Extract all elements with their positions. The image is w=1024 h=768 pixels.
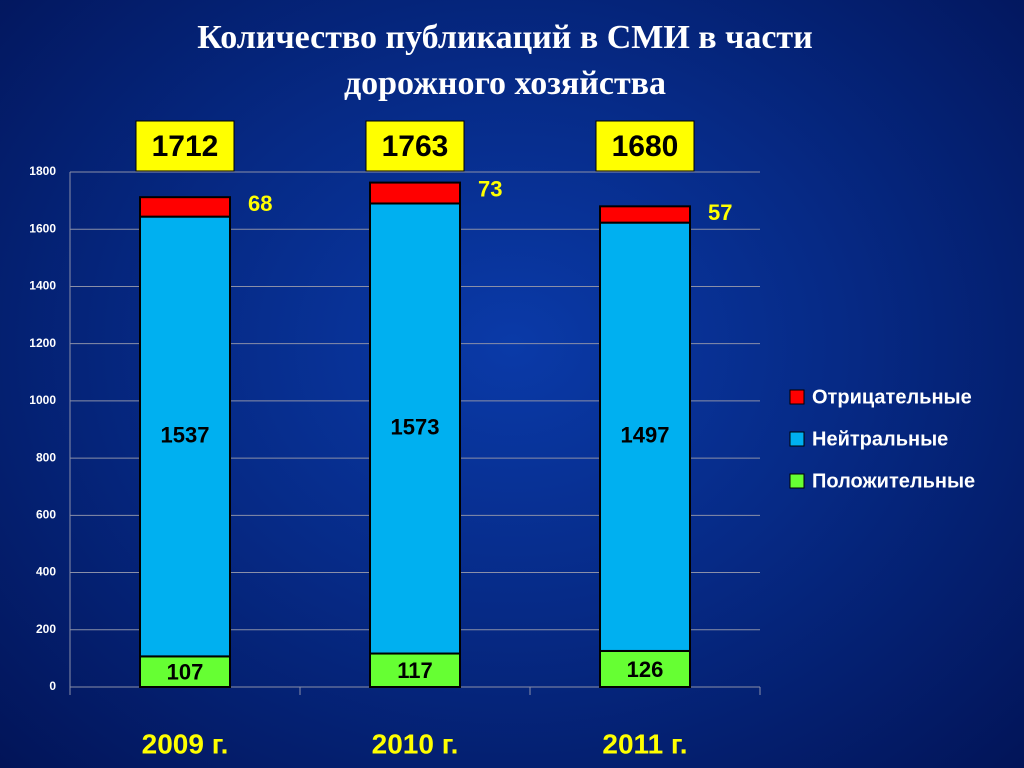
- total-label: 1680: [612, 130, 679, 163]
- value-label: 107: [167, 660, 204, 685]
- total-box: [595, 120, 695, 172]
- value-label: 73: [478, 176, 502, 201]
- y-tick-label: 800: [36, 450, 56, 464]
- value-label: 68: [248, 191, 272, 216]
- total-box: [365, 120, 465, 172]
- bar-segment: [599, 221, 691, 652]
- bar-segment: [599, 205, 691, 224]
- value-label: 117: [397, 658, 433, 683]
- value-label: 1497: [621, 423, 670, 448]
- x-tick-label: 2010 г.: [372, 728, 459, 759]
- y-tick-label: 600: [36, 508, 56, 522]
- total-label: 1763: [382, 130, 449, 163]
- legend-label: Отрицательные: [812, 386, 972, 408]
- bar-segment: [139, 655, 231, 688]
- bar-segment: [369, 652, 461, 689]
- total-box: [135, 120, 235, 172]
- y-tick-label: 1600: [29, 221, 56, 235]
- y-tick-label: 400: [36, 565, 56, 579]
- value-label: 1573: [391, 414, 440, 439]
- value-label: 57: [708, 200, 732, 225]
- value-label: 126: [627, 657, 664, 682]
- legend-swatch: [789, 473, 805, 489]
- bar-segment: [139, 215, 231, 658]
- bar-segment: [369, 202, 461, 655]
- bar-segment: [369, 181, 461, 205]
- legend-label: Нейтральные: [812, 428, 948, 450]
- y-tick-label: 0: [49, 679, 56, 693]
- y-tick-label: 1400: [29, 279, 56, 293]
- y-tick-label: 1200: [29, 336, 56, 350]
- total-label: 1712: [152, 130, 219, 163]
- bar-segment: [139, 196, 231, 218]
- chart-title: Количество публикаций в СМИ в части: [197, 19, 812, 56]
- legend-swatch: [789, 431, 805, 447]
- legend-label: Положительные: [812, 470, 975, 492]
- x-tick-label: 2011 г.: [602, 728, 687, 759]
- y-tick-label: 1800: [29, 164, 56, 178]
- legend-swatch: [789, 389, 805, 405]
- value-label: 1537: [161, 422, 210, 447]
- y-tick-label: 1000: [29, 393, 56, 407]
- y-tick-label: 200: [36, 622, 56, 636]
- chart-title: дорожного хозяйства: [344, 65, 666, 102]
- x-tick-label: 2009 г.: [142, 728, 229, 759]
